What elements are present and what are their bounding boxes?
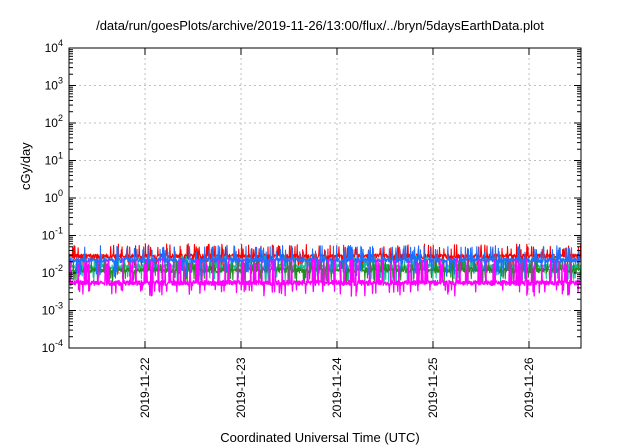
series-line [68,245,582,277]
y-tick-label: 100 [45,188,63,205]
y-tick-exponent: -3 [55,301,63,311]
x-tick-label: 2019-11-24 [330,357,344,418]
axis-layer: 10410310210110010-110-210-310-42019-11-2… [42,38,582,418]
grid-layer [69,47,581,349]
y-tick-exponent: 0 [58,188,63,198]
x-tick-label: 2019-11-22 [138,357,152,418]
y-tick-label: 10-3 [42,301,63,318]
chart-title: /data/run/goesPlots/archive/2019-11-26/1… [96,18,544,33]
y-tick-label: 102 [45,113,63,130]
y-tick-exponent: 4 [58,38,63,48]
y-tick-exponent: 2 [58,113,63,123]
y-tick-label: 101 [45,151,63,168]
series-layer [68,243,582,297]
y-tick-label: 10-4 [42,338,63,355]
series-line [68,258,582,297]
y-tick-label: 10-2 [42,263,63,280]
x-tick-label: 2019-11-23 [234,357,248,418]
y-tick-label: 104 [45,38,63,55]
x-axis-label: Coordinated Universal Time (UTC) [220,430,420,445]
y-tick-exponent: -2 [55,263,63,273]
y-tick-label: 103 [45,76,63,93]
y-tick-exponent: -4 [55,338,63,348]
x-tick-label: 2019-11-26 [522,357,536,418]
y-tick-exponent: 3 [58,76,63,86]
y-tick-exponent: 1 [58,151,63,161]
x-tick-label: 2019-11-25 [426,357,440,418]
y-tick-exponent: -1 [55,226,63,236]
y-tick-label: 10-1 [42,226,63,243]
